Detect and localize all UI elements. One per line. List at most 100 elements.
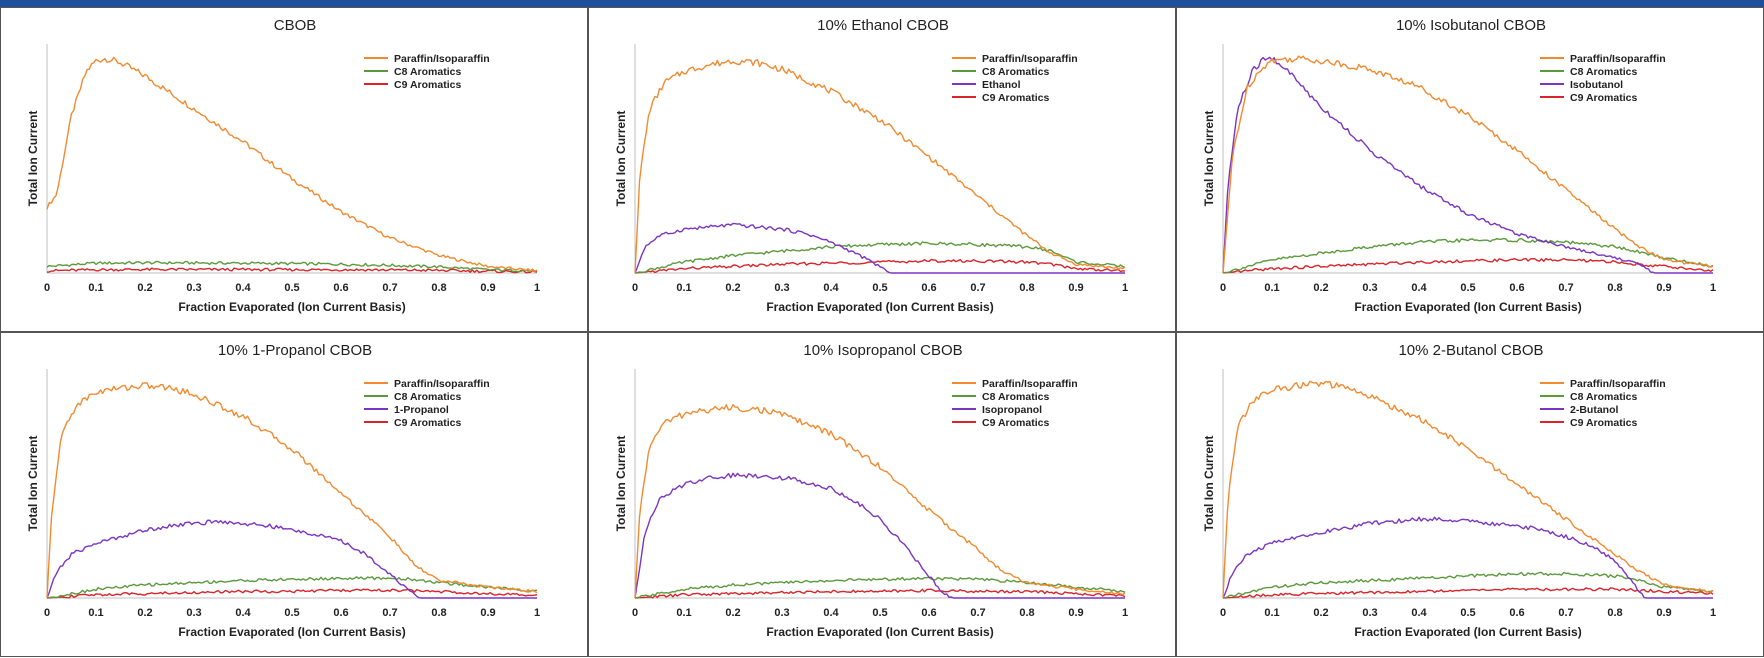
chart-title: CBOB xyxy=(274,17,317,34)
chart-title: 10% Isopropanol CBOB xyxy=(803,342,962,359)
series-line xyxy=(634,472,1125,599)
x-tick-label: 0.8 xyxy=(431,282,446,294)
x-tick-label: 0.1 xyxy=(88,282,103,294)
series-line xyxy=(634,576,1126,599)
x-tick-label: 0.9 xyxy=(1068,607,1083,619)
legend-label: Paraffin/Isoparaffin xyxy=(982,53,1078,65)
x-tick-label: 0.5 xyxy=(1460,607,1475,619)
chart-svg: CBOB Total Ion Current 0 0.1 0.2 0.3 0.4 0.5 0.6… xyxy=(26,17,540,314)
x-tick-label: 0.8 xyxy=(1607,282,1622,294)
x-tick-label: 0.9 xyxy=(1656,282,1671,294)
x-axis-label: Fraction Evaporated (Ion Current Basis) xyxy=(766,300,993,314)
x-tick-label: 0 xyxy=(632,607,638,619)
legend-label: C9 Aromatics xyxy=(1570,417,1637,429)
y-axis-label: Total Ion Current xyxy=(614,111,628,207)
series-line xyxy=(634,222,1125,274)
x-axis-label: Fraction Evaporated (Ion Current Basis) xyxy=(178,300,405,314)
x-tick-label: 0.6 xyxy=(333,607,348,619)
chart-panel: 10% Isobutanol CBOB Total Ion Current 0 0.1… xyxy=(1176,7,1764,332)
series-line xyxy=(634,588,1126,599)
legend-label: Paraffin/Isoparaffin xyxy=(1570,53,1666,65)
x-tick-label: 0.1 xyxy=(676,607,691,619)
x-axis-label: Fraction Evaporated (Ion Current Basis) xyxy=(1354,300,1581,314)
x-tick-label: 0.1 xyxy=(1264,282,1279,294)
x-tick-label: 0.2 xyxy=(137,607,152,619)
x-tick-label: 0.4 xyxy=(1411,607,1427,619)
legend-label: C9 Aromatics xyxy=(394,417,461,429)
x-tick-label: 0 xyxy=(1220,282,1226,294)
header-bar xyxy=(0,0,1764,7)
x-tick-label: 0.5 xyxy=(872,282,887,294)
legend-label: C9 Aromatics xyxy=(982,417,1049,429)
x-tick-label: 0.5 xyxy=(284,282,299,294)
x-tick-label: 0.6 xyxy=(921,607,936,619)
x-tick-label: 1 xyxy=(534,282,540,294)
series-line xyxy=(1222,55,1714,274)
x-tick-label: 0.5 xyxy=(872,607,887,619)
chart-svg: 10% 2-Butanol CBOB Total Ion Current 0 0.1 0… xyxy=(1202,342,1716,639)
x-tick-label: 0.9 xyxy=(480,282,495,294)
legend-label: Ethanol xyxy=(982,79,1021,91)
x-tick-label: 0.2 xyxy=(725,282,740,294)
y-axis-label: Total Ion Current xyxy=(26,111,40,207)
x-tick-label: 0.1 xyxy=(88,607,103,619)
series-line xyxy=(1222,571,1714,599)
x-axis-label: Fraction Evaporated (Ion Current Basis) xyxy=(1354,625,1581,639)
series-line xyxy=(634,404,1126,599)
x-tick-label: 0.2 xyxy=(1313,282,1328,294)
legend-label: C8 Aromatics xyxy=(394,66,461,78)
x-tick-label: 0.8 xyxy=(1607,607,1622,619)
series-line xyxy=(46,588,538,599)
legend-label: C8 Aromatics xyxy=(1570,66,1637,78)
x-tick-label: 0.8 xyxy=(1019,607,1034,619)
chart-panel: 10% 2-Butanol CBOB Total Ion Current 0 0.1 0… xyxy=(1176,332,1764,657)
x-tick-label: 0.7 xyxy=(970,282,985,294)
chart-title: 10% Isobutanol CBOB xyxy=(1396,17,1546,34)
x-axis-label: Fraction Evaporated (Ion Current Basis) xyxy=(178,625,405,639)
legend-label: C9 Aromatics xyxy=(394,79,461,91)
legend-label: Paraffin/Isoparaffin xyxy=(394,378,490,390)
y-axis-label: Total Ion Current xyxy=(26,436,40,532)
x-tick-label: 0.7 xyxy=(970,607,985,619)
x-tick-label: 1 xyxy=(1710,607,1716,619)
series-line xyxy=(634,59,1126,274)
series-line xyxy=(46,260,538,273)
x-tick-label: 1 xyxy=(534,607,540,619)
x-tick-label: 0.1 xyxy=(676,282,691,294)
chart-panel: 10% 1-Propanol CBOB Total Ion Current 0 0.1… xyxy=(0,332,588,657)
legend-label: Paraffin/Isoparaffin xyxy=(394,53,490,65)
legend-label: C9 Aromatics xyxy=(1570,92,1637,104)
chart-svg: 10% 1-Propanol CBOB Total Ion Current 0 0.1… xyxy=(26,342,540,639)
series-line xyxy=(46,267,538,274)
x-tick-label: 0.3 xyxy=(774,607,789,619)
series-line xyxy=(634,241,1126,274)
legend-label: C8 Aromatics xyxy=(982,391,1049,403)
legend-label: Isobutanol xyxy=(1570,79,1623,91)
legend-label: C8 Aromatics xyxy=(982,66,1049,78)
series-line xyxy=(1222,380,1714,599)
legend-label: Paraffin/Isoparaffin xyxy=(982,378,1078,390)
chart-title: 10% 2-Butanol CBOB xyxy=(1398,342,1543,359)
chart-grid: CBOB Total Ion Current 0 0.1 0.2 0.3 0.4 0.5 0.6… xyxy=(0,7,1764,657)
x-tick-label: 0.7 xyxy=(1558,282,1573,294)
y-axis-label: Total Ion Current xyxy=(1202,436,1216,532)
chart-panel: CBOB Total Ion Current 0 0.1 0.2 0.3 0.4 0.5 0.6… xyxy=(0,7,588,332)
chart-title: 10% Ethanol CBOB xyxy=(817,17,949,34)
x-tick-label: 0.9 xyxy=(480,607,495,619)
legend-label: Isopropanol xyxy=(982,404,1042,416)
chart-title: 10% 1-Propanol CBOB xyxy=(218,342,372,359)
y-axis-label: Total Ion Current xyxy=(614,436,628,532)
x-tick-label: 0.3 xyxy=(186,282,201,294)
chart-panel: 10% Ethanol CBOB Total Ion Current 0 0.1 0.2… xyxy=(588,7,1176,332)
x-tick-label: 0.2 xyxy=(137,282,152,294)
x-tick-label: 0.8 xyxy=(431,607,446,619)
x-tick-label: 0.3 xyxy=(186,607,201,619)
x-tick-label: 1 xyxy=(1710,282,1716,294)
x-tick-label: 0.9 xyxy=(1068,282,1083,294)
series-line xyxy=(1222,516,1713,599)
x-tick-label: 1 xyxy=(1122,282,1128,294)
y-axis-label: Total Ion Current xyxy=(1202,111,1216,207)
x-tick-label: 0.6 xyxy=(333,282,348,294)
x-tick-label: 0 xyxy=(44,607,50,619)
x-tick-label: 0.4 xyxy=(823,607,839,619)
